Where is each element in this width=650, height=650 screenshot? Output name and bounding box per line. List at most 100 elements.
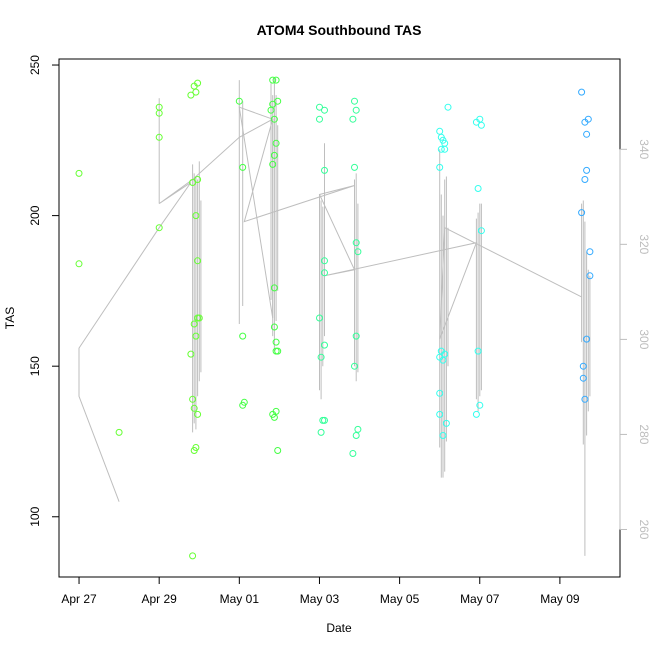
data-point [579,362,587,370]
data-point [354,425,362,433]
data-point [351,362,358,370]
data-point [439,356,447,364]
vertical-range-layer [158,77,591,556]
connecting-path-layer [78,106,582,502]
data-point [187,91,195,99]
x-tick-label: May 05 [380,592,420,606]
data-point [436,410,444,418]
data-point [321,269,328,277]
data-point [583,130,591,138]
data-point [270,284,278,292]
data-point [115,428,123,436]
data-point [437,145,445,153]
points-layer [75,76,594,560]
data-point [190,320,198,328]
y2-tick-label: 300 [637,329,650,349]
data-point [352,239,360,247]
data-point [317,353,325,361]
data-point [586,248,594,256]
data-point [194,176,202,183]
data-point [321,416,328,424]
connecting-path [78,106,582,502]
data-point [155,109,163,117]
data-point [472,410,480,418]
y2-tick-label: 280 [637,424,650,444]
data-point [351,97,358,105]
data-point [442,419,450,427]
x-tick-label: Apr 29 [141,592,177,606]
data-point [270,323,278,331]
data-point [474,185,482,192]
data-point [436,127,444,135]
chart-title: ATOM4 Southbound TAS [257,22,422,38]
data-point [474,347,482,355]
data-point [354,248,362,256]
data-point [189,552,197,560]
y-tick-label: 200 [28,205,42,225]
data-point [583,335,591,343]
data-point [349,115,357,123]
data-point [477,227,485,235]
data-point [192,332,200,340]
data-point [239,332,247,340]
data-point [477,121,485,129]
y-tick-label: 150 [28,356,42,376]
data-point [272,338,280,346]
x-axis-title: Date [326,621,352,635]
data-point [441,350,449,358]
data-point [155,224,163,232]
data-point [269,160,277,168]
data-point [584,115,592,123]
y2-tick-label: 340 [637,139,650,159]
data-point [316,115,323,123]
x-tick-label: May 01 [220,592,260,606]
data-point [192,88,200,96]
data-point [75,260,83,268]
data-point [270,115,278,123]
data-point [189,395,197,403]
y2-tick-label: 260 [637,519,650,539]
axes-layer: Apr 27 Apr 29 May 01 May 03 May 05 May 07 May … [28,55,650,606]
data-point [351,163,358,171]
data-point [190,404,198,412]
data-point [352,332,360,340]
data-point [192,212,200,220]
data-point [583,166,591,174]
data-point [581,395,589,403]
data-point [189,179,197,186]
data-point [195,314,203,322]
x-tick-label: May 09 [540,592,580,606]
data-point [75,169,83,177]
y-tick-label: 100 [28,506,42,526]
data-point [581,176,589,183]
data-point [586,272,594,280]
x-tick-label: May 07 [460,592,500,606]
data-point [321,257,328,265]
data-point [476,401,484,409]
data-point [192,444,200,451]
data-point [239,163,247,171]
x-tick-label: Apr 27 [61,592,97,606]
data-point [274,447,282,454]
data-point [155,133,163,141]
data-point [317,428,325,436]
data-point [352,432,360,439]
data-point [272,139,280,147]
data-point [321,166,328,174]
data-point [436,163,444,171]
data-point [274,97,282,105]
data-point [235,97,243,105]
data-point [272,76,280,84]
data-point [240,398,248,406]
data-point [436,389,444,397]
data-point [316,103,323,111]
data-point [187,350,195,358]
data-point [267,106,275,114]
data-point [194,257,202,265]
data-point [316,314,323,322]
data-point [579,374,587,382]
data-point [274,347,282,355]
data-point [269,76,277,84]
y-axis-title: TAS [3,307,17,329]
data-point [578,88,586,96]
